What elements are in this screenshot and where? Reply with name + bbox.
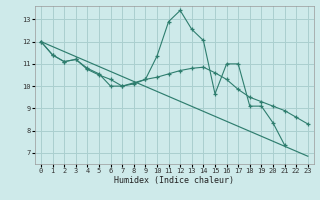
X-axis label: Humidex (Indice chaleur): Humidex (Indice chaleur) bbox=[115, 176, 235, 185]
